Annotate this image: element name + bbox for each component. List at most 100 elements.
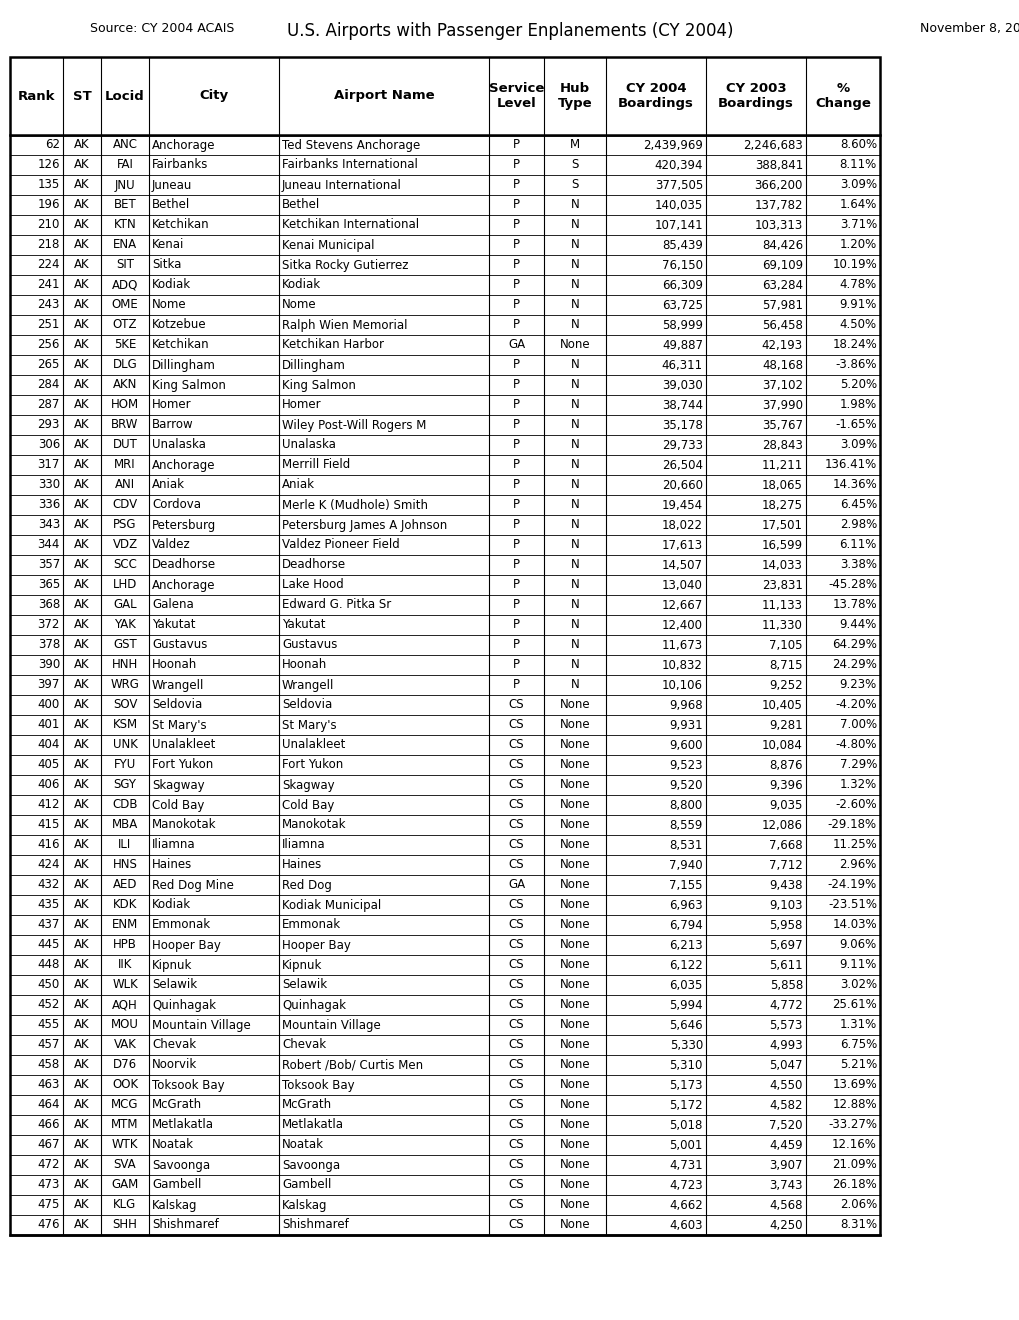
Text: AK: AK — [74, 598, 90, 611]
Text: AK: AK — [74, 718, 90, 731]
Text: 35,178: 35,178 — [661, 418, 702, 432]
Text: N: N — [570, 438, 579, 451]
Text: AK: AK — [74, 639, 90, 652]
Text: P: P — [513, 659, 520, 672]
Text: Unalakleet: Unalakleet — [281, 738, 345, 751]
Text: WTK: WTK — [112, 1138, 139, 1151]
Text: Robert /Bob/ Curtis Men: Robert /Bob/ Curtis Men — [281, 1059, 423, 1072]
Text: P: P — [513, 139, 520, 152]
Text: Shishmaref: Shishmaref — [152, 1218, 218, 1232]
Text: N: N — [570, 219, 579, 231]
Text: 49,887: 49,887 — [661, 338, 702, 351]
Text: 467: 467 — [38, 1138, 60, 1151]
Text: 63,725: 63,725 — [661, 298, 702, 312]
Text: None: None — [559, 879, 590, 891]
Text: 293: 293 — [38, 418, 60, 432]
Text: AK: AK — [74, 779, 90, 792]
Text: 378: 378 — [38, 639, 60, 652]
Text: 29,733: 29,733 — [661, 438, 702, 451]
Text: AK: AK — [74, 678, 90, 692]
Text: None: None — [559, 1039, 590, 1052]
Text: N: N — [570, 399, 579, 412]
Text: 37,102: 37,102 — [761, 379, 802, 392]
Text: 5KE: 5KE — [114, 338, 137, 351]
Text: Fairbanks International: Fairbanks International — [281, 158, 418, 172]
Text: Gambell: Gambell — [281, 1179, 331, 1192]
Text: N: N — [570, 318, 579, 331]
Text: 4,772: 4,772 — [768, 998, 802, 1011]
Text: P: P — [513, 479, 520, 491]
Text: 12.16%: 12.16% — [832, 1138, 876, 1151]
Text: 8,715: 8,715 — [768, 659, 802, 672]
Text: None: None — [559, 1019, 590, 1031]
Text: AK: AK — [74, 958, 90, 972]
Text: -29.18%: -29.18% — [827, 818, 876, 832]
Text: P: P — [513, 438, 520, 451]
Text: 35,767: 35,767 — [761, 418, 802, 432]
Text: None: None — [559, 998, 590, 1011]
Text: Merle K (Mudhole) Smith: Merle K (Mudhole) Smith — [281, 499, 428, 511]
Text: None: None — [559, 919, 590, 932]
Text: Kipnuk: Kipnuk — [152, 958, 193, 972]
Text: 48,168: 48,168 — [761, 359, 802, 371]
Text: KDK: KDK — [113, 899, 137, 912]
Text: AK: AK — [74, 1078, 90, 1092]
Text: P: P — [513, 678, 520, 692]
Text: AK: AK — [74, 338, 90, 351]
Text: AED: AED — [113, 879, 138, 891]
Text: 10,405: 10,405 — [761, 698, 802, 711]
Text: 12,667: 12,667 — [661, 598, 702, 611]
Text: N: N — [570, 619, 579, 631]
Text: 11,211: 11,211 — [761, 458, 802, 471]
Text: ADQ: ADQ — [112, 279, 138, 292]
Text: AK: AK — [74, 1179, 90, 1192]
Text: 76,150: 76,150 — [661, 259, 702, 272]
Text: N: N — [570, 499, 579, 511]
Text: 37,990: 37,990 — [761, 399, 802, 412]
Text: CS: CS — [508, 1118, 524, 1131]
Text: N: N — [570, 659, 579, 672]
Text: Fort Yukon: Fort Yukon — [152, 759, 213, 771]
Text: 8.60%: 8.60% — [839, 139, 876, 152]
Text: Mountain Village: Mountain Village — [152, 1019, 251, 1031]
Text: 3.09%: 3.09% — [839, 178, 876, 191]
Text: Savoonga: Savoonga — [281, 1159, 339, 1172]
Text: 11,330: 11,330 — [761, 619, 802, 631]
Text: WRG: WRG — [110, 678, 140, 692]
Text: -23.51%: -23.51% — [827, 899, 876, 912]
Text: OME: OME — [111, 298, 139, 312]
Text: Unalaska: Unalaska — [281, 438, 335, 451]
Text: Gustavus: Gustavus — [281, 639, 337, 652]
Text: HPB: HPB — [113, 939, 137, 952]
Text: 5,047: 5,047 — [768, 1059, 802, 1072]
Text: 10,084: 10,084 — [761, 738, 802, 751]
Text: Gambell: Gambell — [152, 1179, 201, 1192]
Text: -45.28%: -45.28% — [827, 578, 876, 591]
Text: BRW: BRW — [111, 418, 139, 432]
Text: Unalaska: Unalaska — [152, 438, 206, 451]
Text: Manokotak: Manokotak — [281, 818, 346, 832]
Text: ST: ST — [72, 90, 92, 103]
Text: Kalskag: Kalskag — [281, 1199, 327, 1212]
Text: 24.29%: 24.29% — [832, 659, 876, 672]
Text: -1.65%: -1.65% — [835, 418, 876, 432]
Text: Mountain Village: Mountain Village — [281, 1019, 380, 1031]
Text: 17,613: 17,613 — [661, 539, 702, 552]
Text: AK: AK — [74, 479, 90, 491]
Text: 7.00%: 7.00% — [839, 718, 876, 731]
Text: CS: CS — [508, 1039, 524, 1052]
Text: SOV: SOV — [113, 698, 137, 711]
Text: Aniak: Aniak — [152, 479, 184, 491]
Text: AK: AK — [74, 738, 90, 751]
Text: 7,940: 7,940 — [668, 858, 702, 871]
Text: 63,284: 63,284 — [761, 279, 802, 292]
Text: P: P — [513, 539, 520, 552]
Text: Kodiak: Kodiak — [281, 279, 321, 292]
Text: None: None — [559, 1118, 590, 1131]
Text: None: None — [559, 1098, 590, 1111]
Text: 11.25%: 11.25% — [832, 838, 876, 851]
Text: 85,439: 85,439 — [661, 239, 702, 252]
Text: 473: 473 — [38, 1179, 60, 1192]
Text: 57,981: 57,981 — [761, 298, 802, 312]
Text: 1.31%: 1.31% — [839, 1019, 876, 1031]
